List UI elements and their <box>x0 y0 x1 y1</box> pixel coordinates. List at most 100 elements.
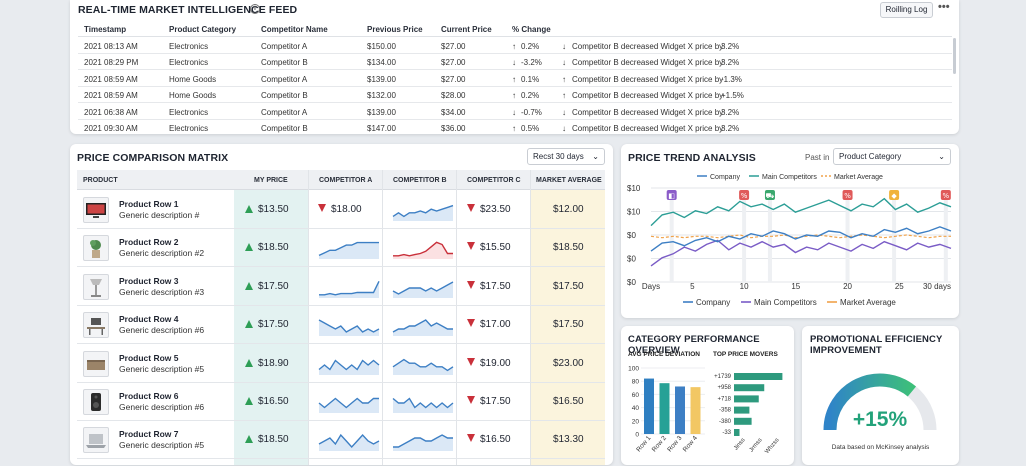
change-arrow-icon: ↑ <box>512 74 516 84</box>
category-select[interactable]: Product Category ⌄ <box>833 148 951 165</box>
discount-icon[interactable] <box>739 190 750 200</box>
category-bar[interactable] <box>644 378 654 434</box>
feed-row[interactable]: 2021 08:59 AM Home Goods Competitor B $132.… <box>78 87 952 104</box>
current-price: $36.00 <box>441 124 466 133</box>
y-tick: $0 <box>627 231 636 240</box>
category-bar[interactable] <box>690 387 701 434</box>
product-thumbnail <box>83 235 109 262</box>
info-icon[interactable]: i <box>250 4 260 14</box>
mcol-comp-a[interactable]: COMPETITOR A <box>319 177 373 184</box>
col-change[interactable]: % Change <box>512 25 551 34</box>
product-thumbnail <box>83 427 109 454</box>
divider <box>456 170 457 465</box>
event-band <box>943 196 948 282</box>
matrix-row[interactable]: Product Row 7 Generic description #5 $18.5… <box>77 421 605 460</box>
previous-price: $139.00 <box>367 74 396 84</box>
category: Electronics <box>169 124 209 133</box>
discount-icon[interactable] <box>842 190 853 200</box>
matrix-row[interactable]: Product Row 2 Generic description #2 $18.5… <box>77 229 605 268</box>
product-name[interactable]: Product Row 4 <box>119 314 179 325</box>
sparkline <box>318 434 380 449</box>
change-value: 0.1% <box>521 74 540 84</box>
avg-deviation-label: AVG PRICE DEVIATION <box>628 351 700 358</box>
category: Home Goods <box>169 74 217 84</box>
feed-row[interactable]: 2021 06:38 AM Electronics Competitor A $139… <box>78 104 952 120</box>
lamp-icon <box>90 278 102 297</box>
matrix-row[interactable]: Product Row 1 Generic description # $13.50… <box>77 191 605 229</box>
feed-row[interactable]: 2021 08:29 PM Electronics Competitor B $134… <box>78 54 952 71</box>
competitor-a-sparkline <box>318 397 379 413</box>
product-name[interactable]: Product Row 3 <box>119 275 179 286</box>
down-triangle-icon <box>467 396 475 404</box>
event-glyph: % <box>741 192 748 200</box>
category-bar[interactable] <box>659 383 670 434</box>
market-average: $17.50 <box>553 319 584 331</box>
mover-bar[interactable] <box>734 406 750 414</box>
period-select[interactable]: Recst 30 days ⌄ <box>527 148 605 165</box>
product-name[interactable]: Product Row 5 <box>119 352 179 363</box>
mcol-market[interactable]: MARKET AVERAGE <box>536 177 602 184</box>
mover-label: +718 <box>717 396 731 402</box>
discount-icon[interactable] <box>940 190 951 200</box>
speaker-icon <box>91 393 101 411</box>
sparkline <box>392 358 454 371</box>
promo-icon[interactable] <box>666 190 677 200</box>
cart-icon[interactable] <box>764 190 775 200</box>
mover-bar[interactable] <box>734 384 765 392</box>
competitor-c-value: $17.50 <box>480 280 511 292</box>
competitor-a-price: $18.00 <box>318 204 362 215</box>
sparkline <box>318 359 380 371</box>
competitor: Competitor A <box>261 107 308 117</box>
sparkline-area <box>393 435 453 452</box>
promo-value: +15% <box>853 408 908 431</box>
col-timestamp[interactable]: Timestamp <box>84 25 127 34</box>
more-menu-icon[interactable]: ••• <box>938 1 950 13</box>
mcol-comp-b[interactable]: COMPETITOR B <box>393 177 447 184</box>
product-name[interactable]: Product Row 7 <box>119 429 179 440</box>
tag-icon[interactable] <box>889 190 900 200</box>
mover-label: -358 <box>719 408 732 414</box>
change-arrow-icon: ↑ <box>512 91 516 101</box>
note-arrow-icon: ↓ <box>562 42 566 51</box>
product-name[interactable]: Product Row 2 <box>119 237 179 248</box>
mover-bar[interactable] <box>734 373 783 380</box>
matrix-row[interactable]: Product Row 6 Generic description #6 $16.5… <box>77 383 605 421</box>
my-price: $16.50 <box>245 396 289 407</box>
mcol-product[interactable]: PRODUCT <box>83 177 118 184</box>
category-value: Product Category <box>839 152 902 161</box>
competitor-c-price: $17.00 <box>467 319 511 330</box>
category-bar[interactable] <box>675 386 685 434</box>
note-value: +1.5% <box>721 91 744 101</box>
matrix-row[interactable]: Product Row 4 Generic description #6 $17.5… <box>77 306 605 345</box>
mover-bar[interactable] <box>734 395 759 403</box>
feed-row[interactable]: 2021 09:30 AM Electronics Competitor B $147… <box>78 120 952 134</box>
legend-label: Main Competitors <box>762 174 817 181</box>
mover-bar[interactable] <box>734 429 740 436</box>
feed-row[interactable]: 2021 08:59 AM Home Goods Competitor A $139.… <box>78 71 952 87</box>
mcol-my-price[interactable]: MY PRICE <box>254 177 288 184</box>
my-price-value: $18.50 <box>258 242 289 254</box>
down-triangle-icon <box>318 204 326 212</box>
change-value: 0.2% <box>521 42 540 51</box>
matrix-row[interactable]: Product Row 5 Generic description #5 $18.9… <box>77 345 605 383</box>
mover-bar[interactable] <box>734 417 752 425</box>
product-name[interactable]: Product Row 1 <box>119 199 179 209</box>
note-arrow-icon: ↓ <box>562 124 566 133</box>
matrix-row[interactable]: Product Row 3 Generic description #3 $17.5… <box>77 268 605 306</box>
mcol-comp-c[interactable]: COMPETITOR C <box>467 177 521 184</box>
col-previous[interactable]: Previous Price <box>367 25 423 34</box>
feed-scrollbar[interactable] <box>953 38 956 74</box>
down-triangle-icon <box>467 204 475 212</box>
rolling-log-button[interactable]: Roilling Log <box>880 2 933 18</box>
sparkline <box>392 281 454 295</box>
col-competitor[interactable]: Competitor Name <box>261 25 328 34</box>
col-current[interactable]: Current Price <box>441 25 492 34</box>
competitor-a-sparkline <box>318 359 380 375</box>
col-category[interactable]: Product Category <box>169 25 237 34</box>
bar-label: Row 4 <box>682 435 699 454</box>
product-name[interactable]: Product Row 6 <box>119 391 179 401</box>
feed-row[interactable]: 2021 08:13 AM Electronics Competitor A $150… <box>78 38 952 54</box>
change-arrow-icon: ↑ <box>512 124 516 133</box>
market-average: $16.50 <box>553 396 584 407</box>
up-triangle-icon <box>245 243 253 252</box>
